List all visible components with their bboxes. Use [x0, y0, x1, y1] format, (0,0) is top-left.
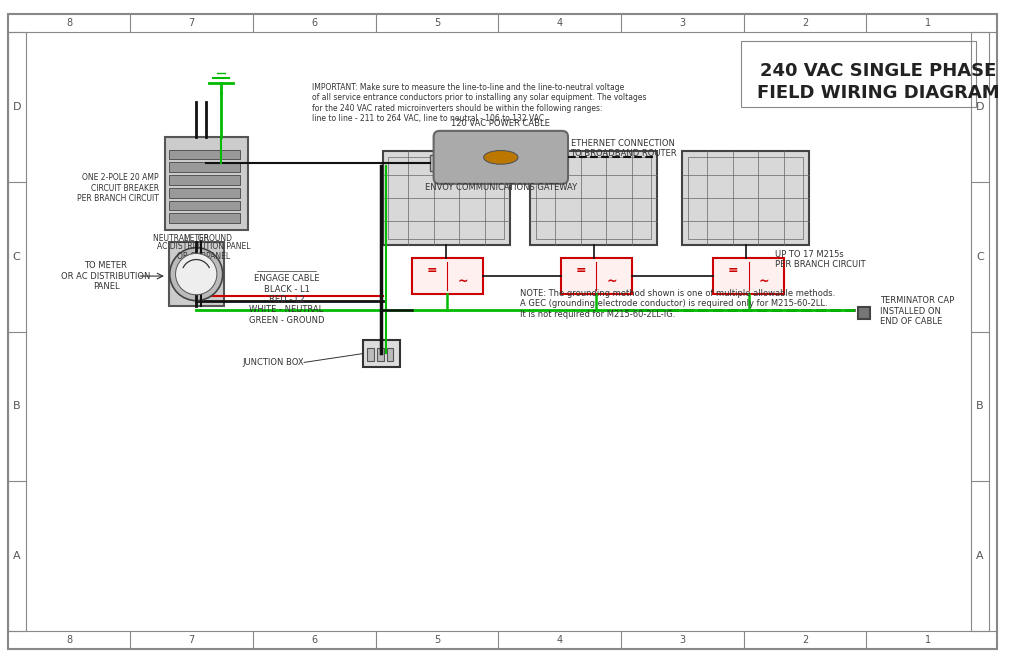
- Circle shape: [175, 253, 217, 295]
- Bar: [713, 259, 783, 294]
- Text: D: D: [12, 101, 20, 112]
- Text: B: B: [976, 401, 984, 412]
- Text: 120 VAC POWER CABLE: 120 VAC POWER CABLE: [452, 119, 550, 127]
- Bar: [858, 308, 870, 320]
- Bar: [377, 347, 384, 361]
- Text: TERMINATOR CAP
INSTALLED ON
END OF CABLE: TERMINATOR CAP INSTALLED ON END OF CABLE: [880, 296, 954, 326]
- Bar: [740, 40, 976, 107]
- Text: 7: 7: [188, 635, 195, 645]
- Text: JUNCTION BOX: JUNCTION BOX: [243, 358, 304, 367]
- Ellipse shape: [483, 151, 518, 164]
- Bar: [169, 162, 241, 172]
- Bar: [682, 151, 809, 245]
- Text: C: C: [976, 251, 984, 262]
- Text: FIELD WIRING DIAGRAM: FIELD WIRING DIAGRAM: [757, 84, 999, 102]
- Text: ENGAGE CABLE
BLACK - L1
RED - L2
WHITE - NEUTRAL
GREEN - GROUND: ENGAGE CABLE BLACK - L1 RED - L2 WHITE -…: [249, 274, 325, 325]
- Text: ~: ~: [458, 275, 468, 288]
- Text: A: A: [13, 551, 20, 562]
- Text: ENVOY COMMUNICATIONS GATEWAY: ENVOY COMMUNICATIONS GATEWAY: [425, 183, 577, 192]
- Bar: [367, 347, 374, 361]
- Text: NOTE: The grounding method shown is one of multiple allowable methods.
A GEC (gr: NOTE: The grounding method shown is one …: [520, 289, 836, 319]
- Bar: [165, 137, 248, 230]
- Text: 8: 8: [67, 635, 73, 645]
- Bar: [971, 32, 989, 631]
- Text: ONE 2-POLE 20 AMP
CIRCUIT BREAKER
PER BRANCH CIRCUIT: ONE 2-POLE 20 AMP CIRCUIT BREAKER PER BR…: [77, 173, 159, 203]
- Text: METER: METER: [183, 234, 209, 243]
- Circle shape: [170, 247, 222, 300]
- Bar: [169, 175, 241, 185]
- Text: 3: 3: [679, 635, 685, 645]
- Bar: [388, 157, 504, 239]
- Bar: [362, 340, 400, 367]
- Text: 5: 5: [434, 635, 440, 645]
- Text: ETHERNET CONNECTION
TO BROADBAND ROUTER: ETHERNET CONNECTION TO BROADBAND ROUTER: [569, 139, 676, 158]
- Text: 1: 1: [925, 635, 931, 645]
- Text: 1: 1: [925, 18, 931, 28]
- Text: TO METER
OR AC DISTRIBUTION
PANEL: TO METER OR AC DISTRIBUTION PANEL: [61, 261, 151, 291]
- Text: 4: 4: [557, 635, 563, 645]
- Text: 7: 7: [188, 18, 195, 28]
- Text: 6: 6: [311, 635, 317, 645]
- Text: C: C: [13, 251, 20, 262]
- Text: =: =: [575, 265, 587, 277]
- Bar: [169, 188, 241, 198]
- Text: =: =: [427, 265, 437, 277]
- Bar: [386, 347, 393, 361]
- Text: 8: 8: [67, 18, 73, 28]
- Text: =: =: [728, 265, 738, 277]
- Bar: [169, 213, 241, 223]
- Text: AC DISTRIBUTION PANEL
OR SUBPANEL: AC DISTRIBUTION PANEL OR SUBPANEL: [158, 242, 251, 261]
- Text: D: D: [976, 101, 984, 112]
- Text: IMPORTANT: Make sure to measure the line-to-line and the line-to-neutral voltage: IMPORTANT: Make sure to measure the line…: [312, 83, 646, 123]
- Text: 4: 4: [557, 18, 563, 28]
- Text: 240 VAC SINGLE PHASE: 240 VAC SINGLE PHASE: [760, 62, 996, 80]
- Bar: [529, 151, 657, 245]
- Bar: [8, 32, 26, 631]
- Text: A: A: [976, 551, 984, 562]
- Bar: [430, 155, 441, 171]
- Bar: [169, 150, 241, 159]
- Bar: [688, 157, 804, 239]
- Text: NEUTRAL    GROUND: NEUTRAL GROUND: [153, 234, 231, 243]
- Bar: [412, 259, 482, 294]
- Text: ~: ~: [759, 275, 769, 288]
- Bar: [169, 242, 223, 306]
- Bar: [561, 259, 632, 294]
- Text: 6: 6: [311, 18, 317, 28]
- Bar: [383, 151, 510, 245]
- Text: 2: 2: [802, 635, 808, 645]
- Text: 2: 2: [802, 18, 808, 28]
- Bar: [536, 157, 651, 239]
- Text: 3: 3: [679, 18, 685, 28]
- FancyBboxPatch shape: [433, 131, 568, 184]
- Text: UP TO 17 M215s
PER BRANCH CIRCUIT: UP TO 17 M215s PER BRANCH CIRCUIT: [775, 250, 865, 269]
- Bar: [169, 200, 241, 210]
- Text: B: B: [13, 401, 20, 412]
- Text: 5: 5: [434, 18, 440, 28]
- Text: ~: ~: [606, 275, 617, 288]
